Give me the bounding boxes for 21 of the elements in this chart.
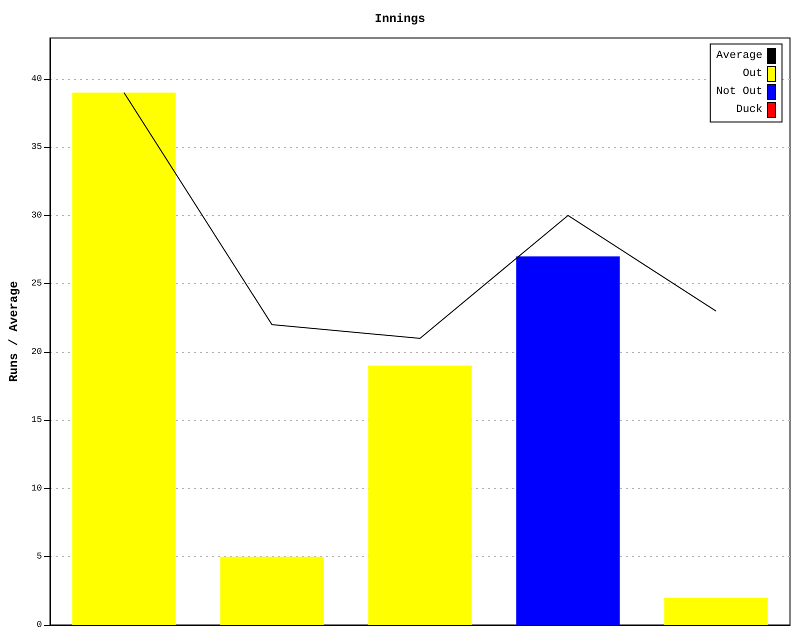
y-tick-label: 15 [31, 415, 42, 426]
y-tick-label: 30 [31, 210, 42, 220]
bar [516, 256, 620, 625]
line-series [124, 92, 716, 339]
y-tick-label: 20 [31, 346, 42, 357]
bar [664, 598, 768, 625]
y-tick-label: 5 [36, 552, 42, 562]
legend-label: Duck [736, 104, 763, 116]
bar [72, 92, 176, 625]
y-tick-label: 0 [36, 620, 42, 630]
y-tick-label: 40 [31, 74, 42, 84]
legend-label: Not Out [716, 86, 762, 98]
legend-label: Out [742, 68, 762, 80]
legend-label: Average [716, 50, 762, 62]
y-tick-label: 10 [31, 483, 42, 494]
bar [220, 556, 324, 625]
chart-title: Innings [374, 12, 426, 26]
y-tick-label: 25 [31, 278, 42, 289]
y-tick-label: 35 [31, 142, 42, 152]
y-axis-title: Runs / Average [7, 281, 21, 382]
bar [368, 366, 472, 625]
